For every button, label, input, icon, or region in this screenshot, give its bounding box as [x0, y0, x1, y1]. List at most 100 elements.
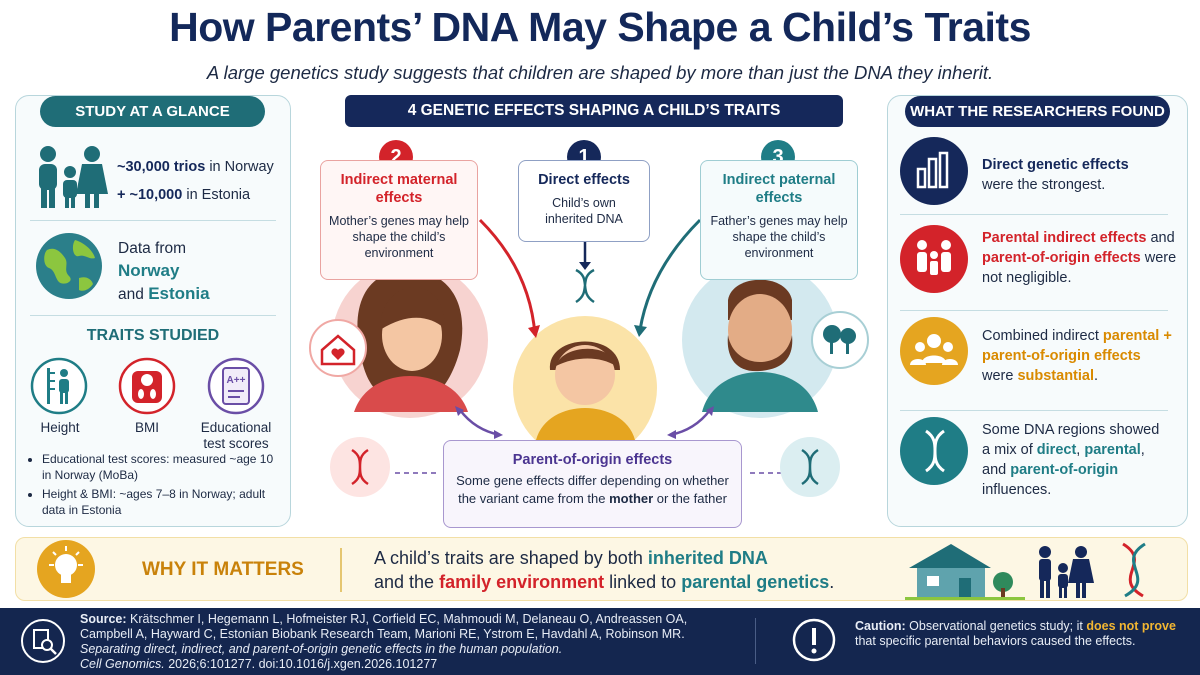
divider: [340, 548, 342, 592]
glance-panel: [15, 95, 291, 527]
origin-part: Some gene effects differ depending on wh…: [456, 473, 729, 506]
why-part: and the: [374, 572, 435, 592]
caution-part: Observational genetics study; it: [909, 619, 1083, 633]
why-part: parental genetics: [681, 572, 830, 592]
why-part: .: [829, 572, 835, 592]
source-article: Separating direct, indirect, and parent-…: [80, 642, 563, 656]
cohort-part: + ~10,000: [117, 187, 183, 203]
finding-part: and: [1150, 230, 1175, 246]
finding-part: , and: [982, 442, 1145, 478]
effect-box: Direct effects Child’s own inherited DNA: [518, 160, 650, 242]
effect-text: Father’s genes may help shape the child’…: [710, 214, 848, 260]
source-label: Source:: [80, 612, 127, 626]
data-part: Norway: [118, 261, 180, 280]
separator: [900, 410, 1168, 411]
cohort-part: in Norway: [209, 159, 274, 175]
why-part: A child’s traits are shaped by both: [374, 548, 643, 568]
finding-part: were: [1144, 250, 1177, 266]
why-title: WHY IT MATTERS: [142, 559, 304, 580]
origin-title: Parent-of-origin effects: [512, 452, 673, 468]
origin-box: Parent-of-origin effects Some gene effec…: [443, 440, 742, 528]
finding-part: .: [1094, 368, 1099, 384]
separator: [900, 214, 1168, 215]
source-authors: Krätschmer I, Hegemann L, Hofmeister RJ,…: [80, 612, 688, 641]
data-part: Estonia: [148, 284, 210, 303]
svg-text:A++: A++: [227, 375, 246, 386]
note: Height & BMI: ~ages 7–8 in Norway; adult…: [42, 486, 285, 518]
finding-part: parent-of-origin: [1010, 462, 1119, 478]
finding: Parental indirect effects and parent-of-…: [982, 228, 1182, 288]
effect-text: Mother’s genes may help shape the child’…: [329, 214, 469, 260]
cohort: ~30,000 trios in Norway + ~10,000 in Est…: [117, 153, 292, 209]
finding: Combined indirect parental + parent-of-o…: [982, 326, 1172, 386]
effect-title: Indirect maternal effects: [340, 172, 458, 206]
finding-part: parental + parent-of-origin effects: [982, 328, 1172, 364]
trait-label: Educational test scores: [200, 420, 272, 451]
why-part: inherited DNA: [647, 548, 768, 568]
effect-text: Child’s own inherited DNA: [545, 196, 623, 226]
why-part: linked to: [609, 572, 677, 592]
notes: Educational test scores: measured ~age 1…: [15, 451, 285, 518]
note: Educational test scores: measured ~age 1…: [42, 451, 285, 483]
data-part: and: [118, 286, 144, 303]
globe-icon: [36, 233, 102, 299]
finding-part: Direct genetic effects: [982, 157, 1129, 173]
finding-part: Combined indirect: [982, 328, 1099, 344]
source: Source: Krätschmer I, Hegemann L, Hofmei…: [80, 612, 740, 672]
separator: [30, 220, 276, 221]
data-sources: Data from Norway and Estonia: [118, 238, 278, 306]
origin-part: or the father: [656, 491, 727, 506]
finding-part: were the strongest.: [982, 177, 1106, 193]
effect-title: Indirect paternal effects: [722, 172, 836, 206]
finding-part: parent-of-origin effects: [982, 250, 1141, 266]
source-citation: 2026;6:101277. doi:10.1016/j.xgen.2026.1…: [168, 657, 438, 671]
cohort-part: ~30,000 trios: [117, 159, 206, 175]
finding-part: substantial: [1017, 368, 1095, 384]
finding: Some DNA regions showed a mix of direct,…: [982, 420, 1162, 500]
family-house-icon: [905, 542, 1146, 600]
effect-box: Indirect maternal effects Mother’s genes …: [320, 160, 478, 280]
caution-part: that specific parental behaviors caused …: [855, 634, 1136, 648]
effect-box: Indirect paternal effects Father’s genes …: [700, 160, 858, 280]
finding: Direct genetic effects were the strongest…: [982, 155, 1182, 195]
finding-part: not negligible.: [982, 270, 1072, 286]
finding-part: were: [982, 368, 1014, 384]
effects-title: 4 GENETIC EFFECTS SHAPING A CHILD’S TRAI…: [345, 95, 843, 127]
separator: [30, 315, 276, 316]
traits-title: TRAITS STUDIED: [86, 327, 220, 344]
divider: [755, 618, 756, 664]
source-icon: [21, 619, 65, 663]
family-icon: [39, 146, 108, 208]
trait-label: Height: [40, 420, 80, 435]
effect-title: Direct effects: [538, 172, 630, 188]
cohort-part: in Estonia: [186, 187, 251, 203]
caution-part: does not prove: [1086, 619, 1176, 633]
trait-icons: A++: [30, 357, 265, 415]
bulb-icon: [37, 540, 95, 598]
finding-part: parental: [1084, 442, 1141, 458]
glance-title: STUDY AT A GLANCE: [40, 96, 265, 127]
separator: [900, 310, 1168, 311]
finding-part: ,: [1076, 442, 1081, 458]
subtitle: A large genetics study suggests that chi…: [206, 62, 994, 83]
why-bar: [15, 537, 1188, 601]
data-part: Data from: [118, 240, 187, 257]
found-title: WHAT THE RESEARCHERS FOUND: [905, 96, 1170, 127]
center-illustration: [309, 218, 869, 497]
found-icons: [900, 137, 968, 485]
trait-label: BMI: [134, 420, 159, 435]
caution: Caution: Observational genetics study; i…: [855, 619, 1185, 649]
origin-part: mother: [609, 491, 654, 506]
source-journal: Cell Genomics.: [80, 657, 165, 671]
why-text: A child’s traits are shaped by both inhe…: [374, 546, 894, 594]
finding-part: direct: [1036, 442, 1077, 458]
finding-part: Some DNA regions showed a mix of: [982, 422, 1160, 458]
footer: [0, 608, 1200, 675]
title: How Parents’ DNA May Shape a Child’s Tra…: [169, 4, 1031, 50]
caution-icon: [792, 618, 836, 662]
finding-part: Parental indirect effects: [982, 230, 1147, 246]
finding-part: influences.: [982, 482, 1052, 498]
why-part: family environment: [439, 572, 605, 592]
caution-part: Caution:: [855, 619, 906, 633]
